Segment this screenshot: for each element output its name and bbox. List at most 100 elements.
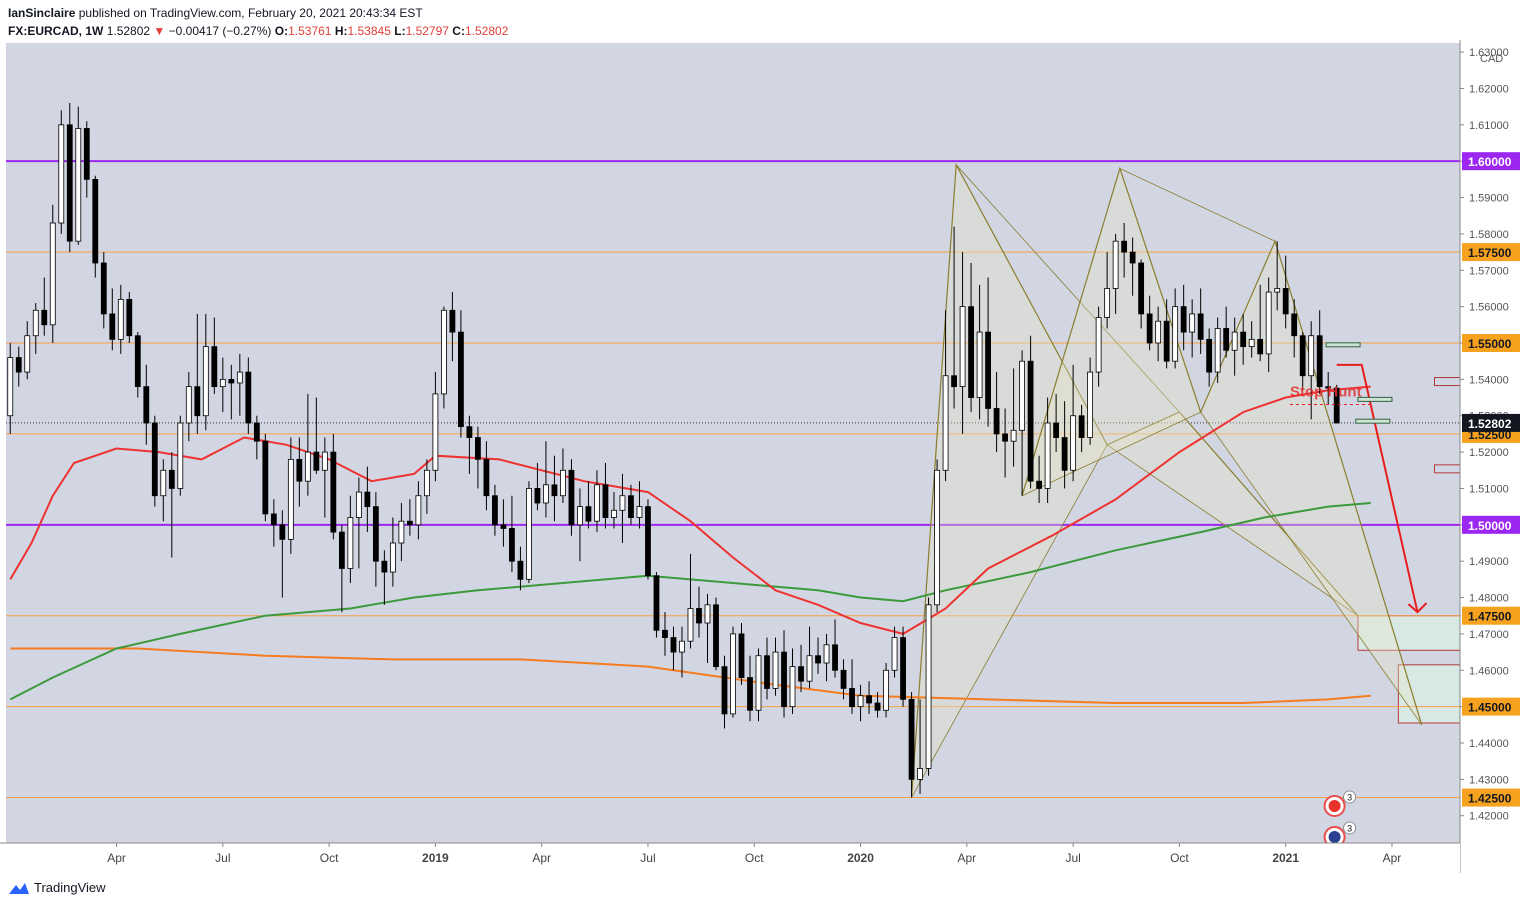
- candle-body: [925, 604, 932, 769]
- candle-body: [313, 451, 320, 471]
- candle-body: [304, 451, 311, 482]
- candle: [704, 593, 711, 663]
- candle-body: [100, 262, 107, 315]
- candle: [1146, 295, 1153, 351]
- candle: [151, 415, 158, 507]
- last-price: 1.52802: [106, 24, 151, 38]
- candle-body: [109, 313, 116, 340]
- candle: [619, 473, 626, 543]
- candle: [245, 357, 252, 434]
- publish-line: IanSinclaire published on TradingView.co…: [8, 4, 508, 22]
- event-badge: 3: [1323, 790, 1356, 817]
- candle-body: [662, 629, 668, 638]
- candle-body: [1197, 313, 1204, 340]
- candle-body: [704, 604, 711, 624]
- candle: [1180, 284, 1187, 351]
- candle: [798, 644, 804, 693]
- level-price-text: 1.45000: [1468, 701, 1512, 715]
- pattern-leg: [1119, 168, 1276, 242]
- candle-body: [406, 520, 413, 526]
- candle-body: [874, 702, 881, 711]
- candle-body: [900, 637, 906, 700]
- candle: [1248, 321, 1255, 358]
- candle: [1308, 321, 1315, 420]
- candle: [1299, 332, 1306, 391]
- candle: [1087, 357, 1094, 445]
- candle-body: [492, 495, 498, 526]
- level-price-text: 1.47500: [1468, 610, 1512, 624]
- candle: [730, 626, 736, 718]
- candle: [1291, 299, 1298, 358]
- tradingview-footer[interactable]: TradingView: [8, 880, 106, 895]
- candle: [1070, 364, 1077, 482]
- candle: [32, 303, 39, 354]
- candle: [925, 597, 932, 776]
- candle: [270, 499, 277, 547]
- candle: [900, 626, 906, 707]
- canada-flag-icon: [1328, 800, 1341, 812]
- candle-body: [849, 688, 855, 708]
- x-tick-label: Oct: [745, 851, 764, 865]
- candle-body: [611, 509, 617, 518]
- candle: [347, 495, 354, 583]
- candle: [976, 284, 983, 420]
- candle: [611, 492, 617, 529]
- candle-body: [1027, 360, 1034, 482]
- candle: [449, 292, 456, 362]
- currency-label: CAD: [1480, 53, 1503, 65]
- candle: [168, 452, 175, 558]
- candle: [968, 263, 974, 413]
- candle: [747, 655, 753, 722]
- pattern-fill: [1200, 241, 1422, 725]
- candle: [185, 372, 192, 442]
- candle-body: [730, 633, 736, 715]
- y-tick-label: 1.56000: [1469, 302, 1509, 314]
- candle-body: [645, 506, 651, 577]
- candle-body: [526, 488, 532, 580]
- candle: [100, 252, 107, 329]
- candle-body: [1155, 320, 1162, 344]
- candle: [211, 317, 218, 394]
- target-zone: [1397, 664, 1463, 724]
- price-chart[interactable]: Stop Hunt 3 3 1.42000 1.43000 1.44000 1.45000…: [0, 40, 1528, 876]
- candle-body: [951, 375, 957, 388]
- candle-body: [1223, 328, 1230, 351]
- candle-body: [764, 655, 770, 689]
- candle-body: [347, 517, 354, 569]
- open-label: O:: [274, 24, 289, 38]
- candle-body: [228, 378, 235, 384]
- candle-body: [934, 469, 940, 606]
- x-tick-label: 2020: [847, 851, 874, 865]
- candle: [653, 572, 660, 638]
- symbol-label[interactable]: FX:EURCAD, 1W: [8, 24, 104, 38]
- candle-body: [58, 124, 65, 224]
- level-price-text: 1.42500: [1468, 792, 1512, 806]
- event-count: 3: [1347, 793, 1352, 803]
- low-value: 1.52797: [405, 24, 449, 38]
- candle: [7, 343, 14, 434]
- candle-body: [500, 524, 507, 529]
- candle: [857, 684, 864, 722]
- candle: [755, 648, 762, 722]
- x-tick-label: Oct: [1170, 851, 1189, 865]
- candle-body: [551, 484, 558, 497]
- candle: [1010, 368, 1017, 467]
- candle: [1197, 288, 1204, 354]
- candle-body: [75, 128, 82, 242]
- candle-body: [1078, 415, 1085, 438]
- level-price-tag: [1462, 334, 1520, 352]
- level-price-tag: [1462, 243, 1520, 262]
- candle: [815, 637, 821, 674]
- candle: [423, 459, 430, 514]
- author-name[interactable]: IanSinclaire: [8, 6, 76, 20]
- pattern-leg: [955, 164, 1180, 413]
- candle: [1206, 328, 1213, 387]
- candle: [1061, 401, 1068, 489]
- candle: [645, 499, 651, 580]
- candle-body: [423, 469, 430, 497]
- candle: [492, 484, 498, 536]
- candle: [1257, 284, 1264, 362]
- candle-body: [1257, 338, 1264, 355]
- candle-body: [24, 335, 31, 373]
- candle: [823, 633, 830, 682]
